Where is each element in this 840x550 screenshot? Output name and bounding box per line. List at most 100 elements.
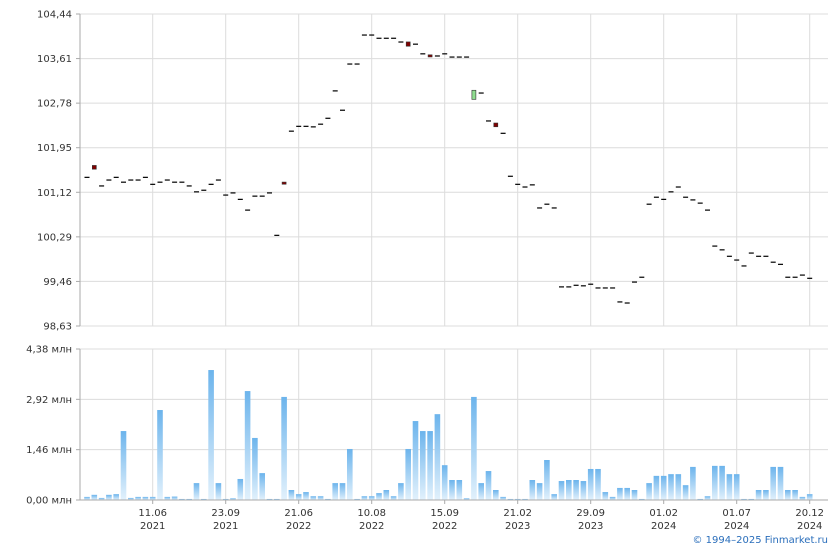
candle xyxy=(675,186,681,188)
candle xyxy=(420,53,426,55)
x-tick-label: 23.09 2021 xyxy=(211,508,240,532)
candle xyxy=(142,176,148,178)
volume-bar xyxy=(566,480,572,500)
candle xyxy=(646,203,652,205)
volume-bar xyxy=(222,498,229,500)
volume-bar xyxy=(544,460,550,500)
candle xyxy=(507,175,513,177)
candle xyxy=(281,181,287,185)
volume-bar xyxy=(639,498,645,500)
volume-bar xyxy=(704,496,711,500)
x-tick-label-line: 23.09 xyxy=(211,508,240,519)
candle xyxy=(442,53,448,55)
candle xyxy=(449,56,455,58)
candle xyxy=(332,90,338,92)
volume-bar xyxy=(171,496,178,500)
volume-bar xyxy=(339,483,346,500)
volume-bar xyxy=(244,391,251,500)
volume-bar xyxy=(733,474,740,500)
volume-bar xyxy=(471,396,477,500)
x-tick-label-line: 2022 xyxy=(359,521,384,532)
x-tick-label-line: 2023 xyxy=(505,521,530,532)
candle xyxy=(537,207,543,209)
volume-bar xyxy=(193,483,200,500)
volume-bar xyxy=(580,481,587,500)
volume-bar xyxy=(493,490,499,500)
candle xyxy=(252,195,258,197)
candle xyxy=(194,191,199,193)
volume-bar xyxy=(274,498,280,500)
volume-bar xyxy=(420,431,426,500)
volume-bar xyxy=(310,496,317,500)
candle xyxy=(347,63,353,65)
volume-bar xyxy=(507,498,514,500)
x-tick-label: 01.02 2024 xyxy=(649,508,678,532)
y-tick-label: 104,44 xyxy=(37,10,72,21)
candle xyxy=(551,207,557,209)
candle xyxy=(617,301,623,303)
volume-bar xyxy=(675,474,682,500)
x-tick-label-line: 2021 xyxy=(140,521,165,532)
volume-bar xyxy=(573,480,579,500)
volume-bar xyxy=(303,492,309,500)
x-tick-label: 10.08 2022 xyxy=(357,508,386,532)
volume-bar xyxy=(149,496,156,500)
x-tick-label-line: 2024 xyxy=(797,521,822,532)
volume-bar xyxy=(785,490,791,500)
volume-bar xyxy=(383,490,390,500)
credit: © 1994–2025 Finmarket.ru xyxy=(692,535,828,546)
candle xyxy=(128,179,134,181)
volume-bar xyxy=(617,487,623,500)
candle xyxy=(318,123,324,125)
candle xyxy=(259,195,265,197)
volume-bar xyxy=(478,483,484,500)
volume-bar xyxy=(252,437,258,500)
x-tick-label-line: 2023 xyxy=(578,521,603,532)
candle xyxy=(566,286,572,288)
volume-bar xyxy=(354,498,360,500)
candle xyxy=(92,165,97,170)
volume-bar xyxy=(142,496,149,500)
candle xyxy=(624,302,630,304)
x-tick-label-line: 01.02 xyxy=(649,508,678,519)
volume-bar xyxy=(281,396,287,500)
x-tick-label-line: 10.08 xyxy=(357,508,386,519)
x-tick-label: 29.09 2023 xyxy=(576,508,605,532)
candle xyxy=(712,245,718,247)
volume-bar xyxy=(748,498,755,500)
volume-bar xyxy=(398,483,404,500)
volume-bar xyxy=(434,414,441,500)
candle xyxy=(121,181,126,183)
candle xyxy=(303,125,309,127)
volume-bar xyxy=(91,494,98,500)
volume-bar xyxy=(215,483,222,500)
candle xyxy=(296,125,302,127)
candle xyxy=(559,286,564,288)
candle xyxy=(391,37,397,39)
candle xyxy=(434,55,440,57)
candle xyxy=(741,265,747,267)
x-tick-label-line: 11.06 xyxy=(138,508,167,519)
volume-bar xyxy=(361,496,368,500)
x-tick-label-line: 01.07 xyxy=(722,508,751,519)
candle xyxy=(639,276,645,278)
volume-bar xyxy=(332,483,338,500)
y-tick-label: 101,95 xyxy=(37,143,72,154)
volume-bar xyxy=(485,471,492,500)
candle xyxy=(522,186,528,188)
candle xyxy=(223,194,229,196)
candle xyxy=(807,277,813,279)
candle xyxy=(778,263,783,265)
volume-bar xyxy=(646,483,652,500)
volume-bar xyxy=(186,498,192,500)
candle xyxy=(500,132,506,134)
volume-bar xyxy=(602,492,609,500)
volume-bar xyxy=(135,496,141,500)
candle xyxy=(632,281,637,283)
x-tick-label-line: 15.09 xyxy=(430,508,459,519)
x-tick-label-line: 21.02 xyxy=(503,508,532,519)
x-tick-label-line: 2024 xyxy=(724,521,749,532)
x-tick-label-line: 20.12 xyxy=(795,508,824,519)
x-tick-label: 01.07 2024 xyxy=(722,508,751,532)
x-tick-label: 21.02 2023 xyxy=(503,508,532,532)
